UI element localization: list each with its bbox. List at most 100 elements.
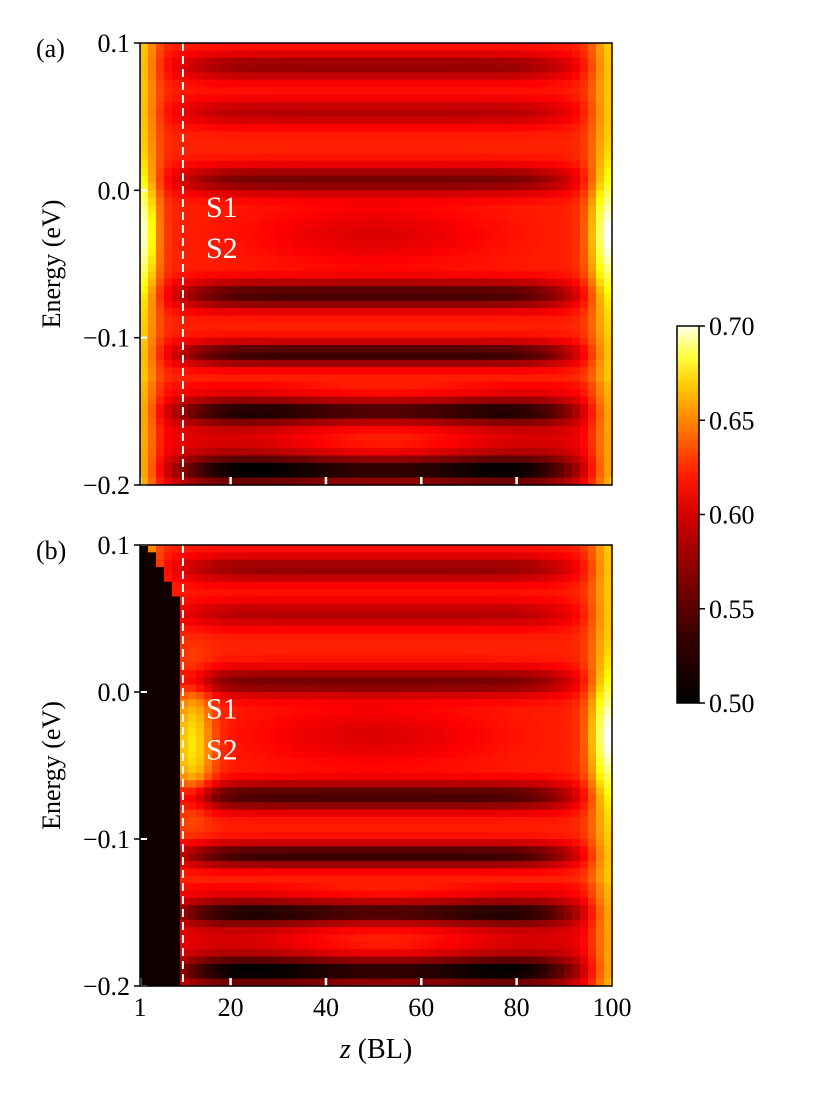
heatmap-cell xyxy=(236,477,245,486)
heatmap-cell xyxy=(420,396,429,405)
heatmap-cell xyxy=(196,278,205,287)
heatmap-cell xyxy=(412,182,421,191)
heatmap-cell xyxy=(396,337,405,346)
heatmap-cell xyxy=(524,168,533,177)
heatmap-cell xyxy=(356,337,365,346)
heatmap-cell xyxy=(532,374,541,383)
heatmap-cell xyxy=(172,403,181,412)
heatmap-cell xyxy=(396,567,405,575)
heatmap-cell xyxy=(444,72,453,81)
heatmap-cell xyxy=(564,647,573,656)
heatmap-cell xyxy=(308,116,317,125)
heatmap-cell xyxy=(452,109,461,118)
heatmap-cell xyxy=(580,625,589,634)
heatmap-cell xyxy=(348,567,357,575)
heatmap-cell xyxy=(356,440,365,449)
heatmap-cell xyxy=(596,589,605,598)
heatmap-cell xyxy=(348,271,357,280)
heatmap-cell xyxy=(388,655,397,664)
heatmap-cell xyxy=(388,455,397,464)
heatmap-cell xyxy=(196,212,205,221)
heatmap-cell xyxy=(220,241,229,250)
heatmap-cell xyxy=(348,574,357,583)
heatmap-cell xyxy=(292,545,301,553)
heatmap-cell xyxy=(180,470,189,479)
heatmap-cell xyxy=(508,462,517,471)
heatmap-cell xyxy=(268,448,277,457)
heatmap-cell xyxy=(580,190,589,199)
heatmap-cell xyxy=(460,433,469,442)
heatmap-cell xyxy=(156,448,165,457)
heatmap-cell xyxy=(180,308,189,317)
heatmap-cell xyxy=(140,315,149,324)
heatmap-cell xyxy=(588,212,597,221)
heatmap-cell xyxy=(212,315,221,324)
heatmap-cell xyxy=(348,168,357,177)
heatmap-cell xyxy=(148,271,157,280)
heatmap-cell xyxy=(140,448,149,457)
heatmap-cell xyxy=(452,625,461,634)
heatmap-cell xyxy=(364,330,373,339)
heatmap-cell xyxy=(548,345,557,353)
heatmap-cell xyxy=(236,721,245,730)
heatmap-cell xyxy=(580,714,589,722)
heatmap-cell xyxy=(300,109,309,118)
heatmap-cell xyxy=(228,374,237,383)
heatmap-cell xyxy=(140,462,149,471)
heatmap-cell xyxy=(604,79,613,88)
heatmap-cell xyxy=(140,79,149,88)
heatmap-cell xyxy=(308,300,317,309)
heatmap-cell xyxy=(412,234,421,243)
heatmap-cell xyxy=(500,241,509,250)
heatmap-cell xyxy=(284,300,293,309)
heatmap-cell xyxy=(500,227,509,236)
heatmap-cell xyxy=(156,603,165,612)
heatmap-cell xyxy=(180,714,189,722)
heatmap-cell xyxy=(484,396,493,405)
heatmap-cell xyxy=(572,611,581,620)
heatmap-cell xyxy=(356,300,365,309)
heatmap-cell xyxy=(228,426,237,435)
heatmap-cell xyxy=(428,109,437,118)
heatmap-cell xyxy=(252,278,261,287)
heatmap-cell xyxy=(148,403,157,412)
heatmap-cell xyxy=(588,72,597,81)
heatmap-cell xyxy=(380,322,389,331)
heatmap-cell xyxy=(292,699,301,708)
heatmap-cell xyxy=(156,699,165,708)
heatmap-cell xyxy=(428,589,437,598)
heatmap-cell xyxy=(468,692,477,700)
heatmap-cell xyxy=(164,684,173,693)
heatmap-cell xyxy=(604,249,613,258)
heatmap-cell xyxy=(316,359,325,368)
heatmap-cell xyxy=(452,581,461,590)
heatmap-cell xyxy=(444,57,453,66)
heatmap-cell xyxy=(292,589,301,598)
heatmap-cell xyxy=(156,87,165,96)
heatmap-cell xyxy=(468,138,477,147)
heatmap-cell xyxy=(252,396,261,405)
heatmap-cell xyxy=(204,205,213,214)
heatmap-cell xyxy=(244,477,253,486)
heatmap-cell xyxy=(380,212,389,221)
heatmap-cell xyxy=(372,581,381,590)
heatmap-cell xyxy=(332,175,341,184)
heatmap-cell xyxy=(332,345,341,353)
heatmap-cell xyxy=(292,603,301,612)
heatmap-cell xyxy=(444,440,453,449)
heatmap-cell xyxy=(444,278,453,287)
heatmap-cell xyxy=(540,87,549,96)
heatmap-cell xyxy=(452,403,461,412)
heatmap-cell xyxy=(436,87,445,96)
heatmap-cell xyxy=(348,603,357,612)
heatmap-cell xyxy=(236,559,245,568)
heatmap-cell xyxy=(244,330,253,339)
heatmap-cell xyxy=(564,618,573,627)
heatmap-cell xyxy=(164,330,173,339)
heatmap-cell xyxy=(180,433,189,442)
heatmap-cell xyxy=(276,293,285,302)
heatmap-cell xyxy=(188,256,197,265)
heatmap-cell xyxy=(516,462,525,471)
heatmap-cell xyxy=(404,403,413,412)
heatmap-cell xyxy=(156,271,165,280)
